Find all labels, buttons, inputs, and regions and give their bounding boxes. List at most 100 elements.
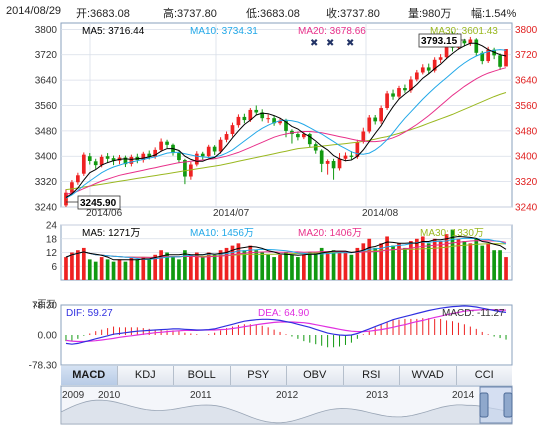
candle-body (379, 108, 383, 122)
volume-bar (153, 254, 158, 280)
volume-bar (385, 236, 389, 280)
y-tick-label: 3320 (515, 177, 538, 188)
candle-body (87, 156, 92, 161)
volume-bar (81, 247, 86, 280)
volume-bar (64, 257, 68, 280)
overview-selection[interactable] (479, 386, 513, 424)
volume-bar (331, 250, 336, 280)
overview-left-handle[interactable] (479, 392, 489, 418)
volume-bar (135, 259, 140, 280)
year-label: 2014 (452, 390, 475, 401)
quote-header: 2014/08/29 开:3683.08 高:3737.80 低:3683.08… (0, 0, 538, 22)
volume-bar (230, 245, 235, 280)
candle-body (242, 116, 247, 121)
vol-ma5-line (65, 235, 507, 261)
y-tick-label: 24 (46, 221, 58, 232)
y-tick-label: 3800 (515, 25, 538, 36)
tab-boll[interactable]: BOLL (174, 366, 231, 385)
ma20-line (65, 67, 507, 195)
candle-body (165, 141, 169, 145)
tab-psy[interactable]: PSY (230, 366, 287, 385)
volume-bar (242, 250, 247, 280)
tab-cci[interactable]: CCI (456, 366, 512, 385)
candle-body (504, 49, 508, 67)
quote-open: 开:3683.08 (76, 8, 130, 20)
y-tick-label: 78.30 (32, 301, 57, 312)
legend-ma10: MA10: 3734.31 (190, 26, 258, 37)
legend-ma20: MA20: 3678.66 (298, 26, 366, 37)
y-tick-label: 3720 (35, 50, 58, 61)
low-label: 3245.90 (80, 198, 117, 209)
tab-wvad[interactable]: WVAD (400, 366, 457, 385)
y-tick-label: 3480 (35, 126, 58, 137)
volume-bar (432, 238, 437, 280)
year-label: 2012 (276, 390, 299, 401)
x-label-august: 2014/08 (362, 208, 399, 219)
legend-dif: DIF: 59.27 (66, 308, 113, 319)
volume-bar (319, 247, 324, 280)
candle-body (224, 134, 229, 140)
volume-bar (337, 252, 342, 280)
tab-obv[interactable]: OBV (287, 366, 344, 385)
candle-body (141, 153, 146, 161)
vol-legend-ma30: MA30: 1330万 (420, 228, 484, 239)
event-marker: ✖ (346, 38, 354, 49)
candle-body (194, 153, 199, 165)
y-tick-label: 3560 (35, 101, 58, 112)
candle-body (64, 192, 68, 206)
volume-bar (307, 252, 312, 280)
quote-date: 2014/08/29 (6, 5, 62, 17)
volume-axis: 6 12 18 24 (46, 221, 58, 273)
tab-rsi[interactable]: RSI (343, 366, 400, 385)
volume-bar (189, 254, 193, 280)
y-tick-label: 6 (51, 262, 57, 273)
volume-bar (123, 261, 128, 280)
volume-bar (141, 257, 146, 280)
tab-macd[interactable]: MACD (61, 366, 118, 385)
volume-bar (272, 257, 276, 280)
volume-bar (290, 254, 294, 280)
candle-body (254, 109, 259, 113)
volume-bar (224, 247, 229, 280)
candle-body (230, 125, 235, 135)
candle-body (349, 155, 354, 157)
volume-bar (361, 243, 366, 280)
y-tick-label: 0.00 (38, 331, 58, 342)
candle-body (81, 154, 86, 174)
volume-bar (206, 252, 211, 280)
volume-bar (76, 250, 80, 280)
candle-body (474, 39, 479, 53)
overview-right-handle[interactable] (503, 392, 513, 418)
volume-bar (343, 252, 348, 280)
volume-legend: MA5: 1271万 MA10: 1456万 MA20: 1406万 MA30:… (82, 228, 484, 239)
high-annotation: 3793.15 (418, 33, 466, 48)
event-markers: ✖ ✖ ✖ (310, 38, 354, 49)
y-tick-label: 3720 (515, 50, 538, 61)
vol-legend-ma5: MA5: 1271万 (82, 228, 140, 239)
price-moving-averages (65, 42, 507, 199)
candle-body (343, 155, 348, 159)
overview-sparkline (60, 399, 513, 425)
candle-body (313, 144, 318, 151)
price-x-labels: 2014/06 2014/07 2014/08 (86, 208, 399, 219)
volume-bar (468, 243, 473, 280)
volume-bar (355, 247, 360, 280)
indicator-tabs: MACD KDJ BOLL PSY OBV RSI WVAD CCI (61, 366, 512, 385)
volume-bar (349, 254, 354, 280)
candle-body (76, 175, 80, 183)
volume-bar (462, 241, 467, 280)
candle-body (361, 131, 366, 142)
volume-bar (177, 259, 181, 280)
volume-bar (426, 243, 431, 280)
volume-moving-averages (65, 235, 507, 261)
candle-body (301, 134, 306, 138)
volume-bar (266, 254, 271, 280)
volume-bar (194, 252, 199, 280)
tab-kdj[interactable]: KDJ (117, 366, 174, 385)
legend-ma5: MA5: 3716.44 (82, 26, 145, 37)
candle-body (438, 57, 443, 60)
volume-bar (236, 243, 241, 280)
candlesticks (64, 31, 508, 207)
volume-bar (367, 238, 372, 280)
